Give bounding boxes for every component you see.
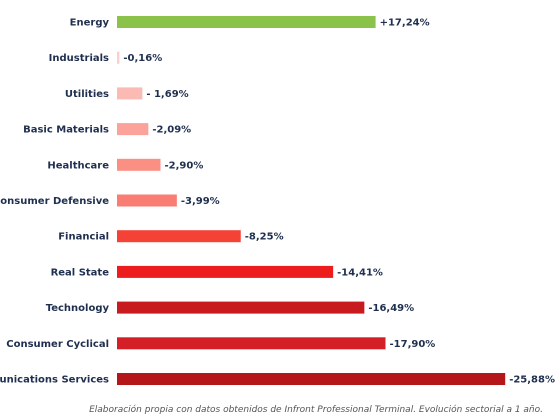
bar-basic-materials [117, 123, 149, 136]
category-label-communications-services: Communications Services [0, 375, 109, 386]
category-label-industrials: Industrials [49, 53, 109, 64]
category-label-consumer-defensive: Consumer Defensive [0, 196, 109, 207]
bar-energy [117, 16, 376, 28]
value-label-consumer-defensive: -3,99% [181, 196, 220, 207]
bar-utilities [117, 87, 143, 100]
value-label-financial: -8,25% [245, 232, 284, 243]
value-label-utilities: - 1,69% [146, 89, 188, 100]
value-label-healthcare: -2,90% [165, 160, 204, 171]
bar-consumer-cyclical [117, 337, 386, 350]
value-label-energy: +17,24% [380, 18, 430, 29]
value-label-industrials: -0,16% [123, 53, 162, 64]
bar-healthcare [117, 158, 161, 171]
category-label-energy: Energy [70, 18, 110, 29]
category-label-consumer-cyclical: Consumer Cyclical [6, 339, 109, 350]
value-label-technology: -16,49% [368, 303, 414, 314]
category-label-utilities: Utilities [65, 89, 109, 100]
bar-technology [117, 301, 365, 314]
bar-industrials [117, 51, 120, 64]
sector-bar-chart: Energy +17,24% Industrials -0,16% Utilities -… [0, 16, 555, 386]
value-label-communications-services: -25,88% [509, 375, 555, 386]
bar-financial [117, 230, 241, 243]
bar-consumer-defensive [117, 194, 177, 207]
chart-footnote: Elaboración propia con datos obtenidos d… [89, 405, 543, 415]
category-label-basic-materials: Basic Materials [23, 125, 109, 136]
value-label-real-state: -14,41% [337, 267, 383, 278]
value-label-basic-materials: -2,09% [152, 125, 191, 136]
value-label-consumer-cyclical: -17,90% [390, 339, 436, 350]
category-label-healthcare: Healthcare [47, 160, 109, 171]
bar-communications-services [117, 373, 506, 385]
bar-real-state [117, 265, 334, 278]
category-label-real-state: Real State [51, 267, 110, 278]
category-label-financial: Financial [58, 232, 109, 243]
category-label-technology: Technology [46, 303, 110, 314]
